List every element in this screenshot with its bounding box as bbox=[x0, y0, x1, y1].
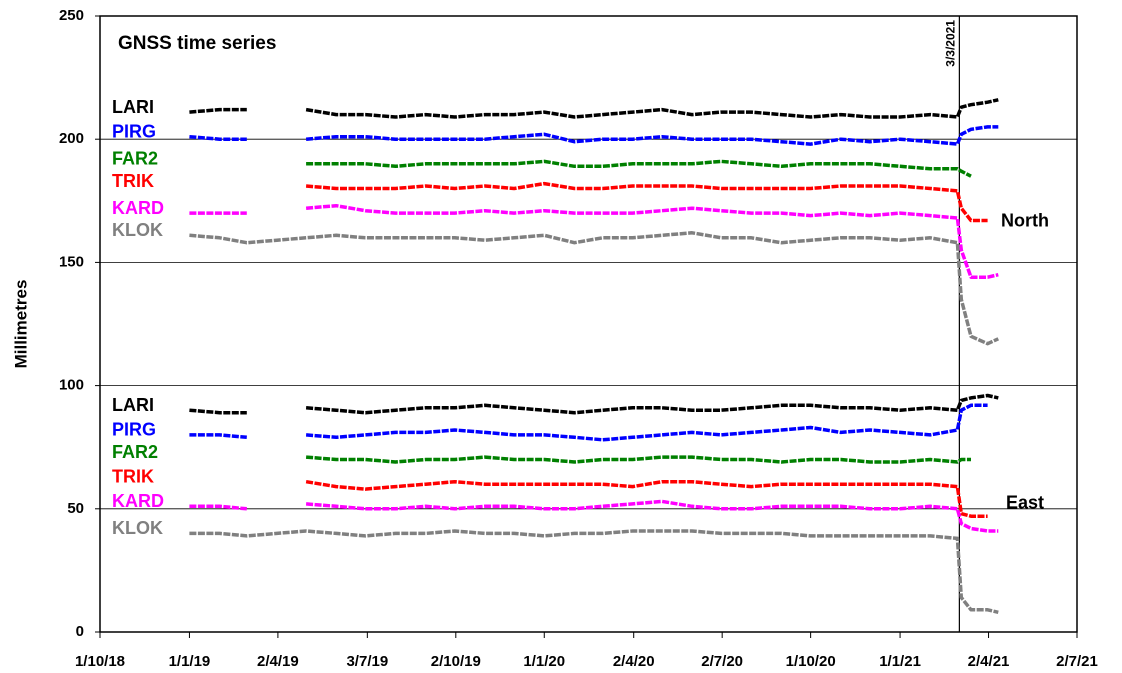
series-label: LARI bbox=[112, 97, 154, 117]
series-line bbox=[306, 159, 972, 178]
x-tick-label: 2/10/19 bbox=[431, 653, 481, 670]
series-label: TRIK bbox=[112, 171, 154, 191]
series-line bbox=[189, 403, 988, 442]
event-label: 3/3/2021 bbox=[944, 20, 958, 67]
x-tick-label: 2/7/20 bbox=[701, 653, 743, 670]
series-line bbox=[305, 181, 988, 223]
x-tick-label: 2/4/21 bbox=[968, 653, 1010, 670]
y-tick-label: 250 bbox=[59, 7, 84, 24]
series-line bbox=[189, 203, 999, 279]
y-tick-label: 50 bbox=[67, 500, 84, 517]
series-label: PIRG bbox=[112, 420, 156, 440]
plot-frame bbox=[99, 15, 1078, 633]
series-label: PIRG bbox=[112, 121, 156, 141]
y-axis-label: Millimetres bbox=[11, 280, 30, 369]
y-tick-label: 0 bbox=[76, 623, 84, 640]
x-tick-label: 2/4/19 bbox=[257, 653, 299, 670]
x-tick-label: 1/1/19 bbox=[169, 653, 211, 670]
series-label: FAR2 bbox=[112, 442, 158, 462]
x-tick-label: 1/1/21 bbox=[879, 653, 921, 670]
y-tick-label: 150 bbox=[59, 253, 84, 270]
series-label: KLOK bbox=[112, 220, 163, 240]
series-line bbox=[189, 98, 999, 119]
x-tick-label: 2/4/20 bbox=[613, 653, 655, 670]
series-line bbox=[189, 529, 999, 615]
x-tick-label: 2/7/21 bbox=[1056, 653, 1098, 670]
series-label: TRIK bbox=[112, 466, 154, 486]
series-label: KARD bbox=[112, 491, 164, 511]
x-tick-label: 3/7/19 bbox=[346, 653, 388, 670]
series-line bbox=[189, 125, 999, 146]
y-tick-label: 100 bbox=[59, 377, 84, 394]
series-line bbox=[305, 455, 971, 464]
chart-title: GNSS time series bbox=[118, 33, 276, 54]
series-label: KARD bbox=[112, 198, 164, 218]
x-tick-label: 1/10/20 bbox=[786, 653, 836, 670]
x-tick-label: 1/10/18 bbox=[75, 653, 125, 670]
series-line bbox=[189, 231, 1000, 346]
group-label: North bbox=[1001, 210, 1049, 230]
series-label: LARI bbox=[112, 395, 154, 415]
y-tick-label: 200 bbox=[59, 130, 84, 147]
series-line bbox=[305, 479, 988, 518]
series-line bbox=[189, 393, 999, 415]
group-label: East bbox=[1006, 493, 1044, 513]
x-tick-label: 1/1/20 bbox=[523, 653, 565, 670]
series-label: KLOK bbox=[112, 518, 163, 538]
series-line bbox=[189, 499, 999, 533]
series-label: FAR2 bbox=[112, 149, 158, 169]
